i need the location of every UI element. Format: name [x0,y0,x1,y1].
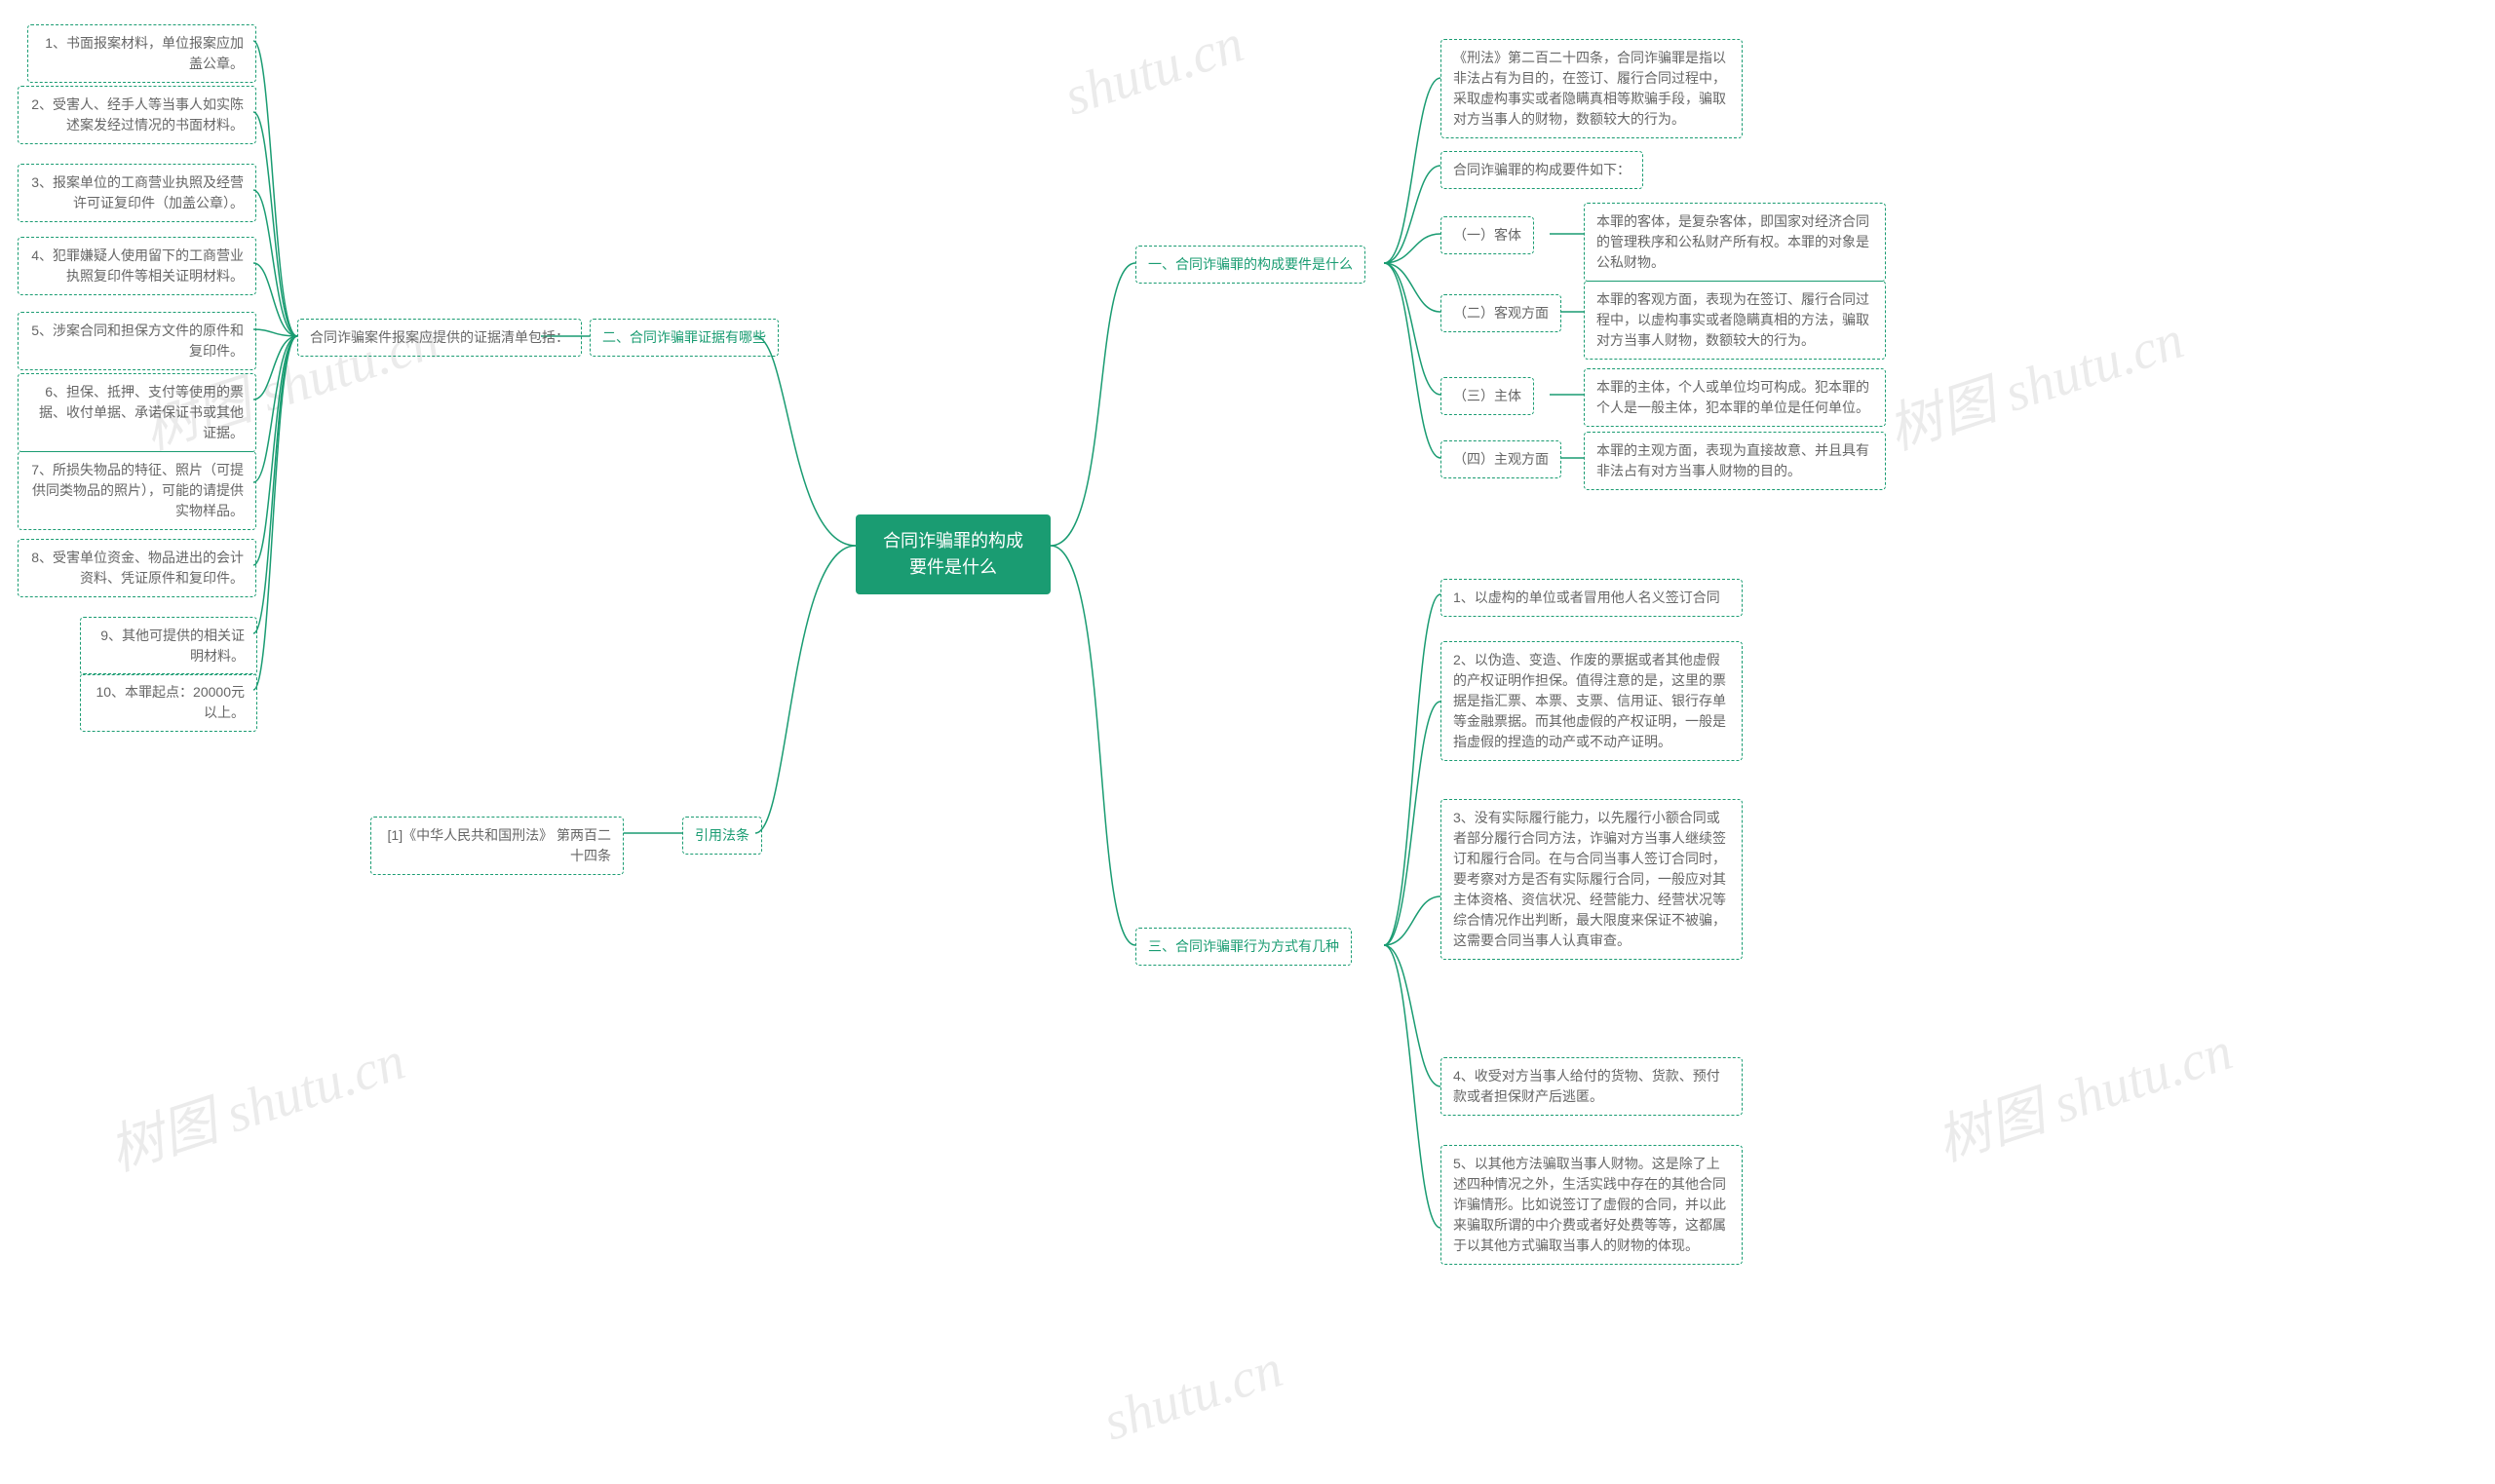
behavior-item-4-text: 4、收受对方当事人给付的货物、货款、预付款或者担保财产后逃匿。 [1453,1068,1720,1104]
watermark: 树图 shutu.cn [1876,295,2192,465]
constitution-item-5: 本罪的主体，个人或单位均可构成。犯本罪的个人是一般主体，犯本罪的单位是任何单位。 [1584,368,1886,427]
evidence-sub-text: 合同诈骗案件报案应提供的证据清单包括： [310,329,569,345]
evidence-item-1: 1、书面报案材料，单位报案应加盖公章。 [27,24,256,83]
constitution-item-5-label-text: （三）主体 [1453,388,1521,403]
behavior-item-5-text: 5、以其他方法骗取当事人财物。这是除了上述四种情况之外，生活实践中存在的其他合同… [1453,1156,1726,1253]
evidence-item-2: 2、受害人、经手人等当事人如实陈述案发经过情况的书面材料。 [18,86,256,144]
watermark: 树图 shutu.cn [1925,1007,2241,1176]
evidence-item-4: 4、犯罪嫌疑人使用留下的工商营业执照复印件等相关证明材料。 [18,237,256,295]
branch-evidence: 二、合同诈骗罪证据有哪些 [590,319,779,357]
constitution-item-3-label-text: （一）客体 [1453,227,1521,243]
behavior-item-2-text: 2、以伪造、变造、作废的票据或者其他虚假的产权证明作担保。值得注意的是，这里的票… [1453,652,1726,749]
constitution-item-6-label-text: （四）主观方面 [1453,451,1549,467]
evidence-item-2-text: 2、受害人、经手人等当事人如实陈述案发经过情况的书面材料。 [31,96,244,133]
constitution-item-5-text: 本罪的主体，个人或单位均可构成。犯本罪的个人是一般主体，犯本罪的单位是任何单位。 [1596,379,1869,415]
evidence-item-10: 10、本罪起点：20000元以上。 [80,673,257,732]
evidence-item-4-text: 4、犯罪嫌疑人使用留下的工商营业执照复印件等相关证明材料。 [31,247,244,284]
constitution-item-6-label: （四）主观方面 [1440,440,1561,478]
behavior-item-1-text: 1、以虚构的单位或者冒用他人名义签订合同 [1453,590,1720,605]
mindmap-connections [0,0,2495,1484]
evidence-item-7-text: 7、所损失物品的特征、照片（可提供同类物品的照片），可能的请提供实物样品。 [31,462,244,518]
evidence-item-1-text: 1、书面报案材料，单位报案应加盖公章。 [45,35,244,71]
behavior-item-4: 4、收受对方当事人给付的货物、货款、预付款或者担保财产后逃匿。 [1440,1057,1743,1116]
watermark: 树图 shutu.cn [97,1016,413,1186]
evidence-item-5-text: 5、涉案合同和担保方文件的原件和复印件。 [31,323,244,359]
constitution-item-2-text: 合同诈骗罪的构成要件如下： [1453,162,1631,177]
constitution-item-2: 合同诈骗罪的构成要件如下： [1440,151,1643,189]
behavior-item-3-text: 3、没有实际履行能力，以先履行小额合同或者部分履行合同方法，诈骗对方当事人继续签… [1453,810,1726,948]
evidence-sub: 合同诈骗案件报案应提供的证据清单包括： [297,319,582,357]
constitution-item-4-text: 本罪的客观方面，表现为在签订、履行合同过程中，以虚构事实或者隐瞒真相的方法，骗取… [1596,291,1869,348]
constitution-item-3: 本罪的客体，是复杂客体，即国家对经济合同的管理秩序和公私财产所有权。本罪的对象是… [1584,203,1886,282]
evidence-item-9-text: 9、其他可提供的相关证明材料。 [100,628,245,664]
evidence-item-6-text: 6、担保、抵押、支付等使用的票据、收付单据、承诺保证书或其他证据。 [39,384,244,440]
center-title: 合同诈骗罪的构成要件是什么 [883,531,1023,577]
behavior-item-1: 1、以虚构的单位或者冒用他人名义签订合同 [1440,579,1743,617]
constitution-item-4-label: （二）客观方面 [1440,294,1561,332]
watermark: shutu.cn [1096,1337,1290,1453]
center-topic: 合同诈骗罪的构成要件是什么 [856,514,1051,594]
behavior-item-5: 5、以其他方法骗取当事人财物。这是除了上述四种情况之外，生活实践中存在的其他合同… [1440,1145,1743,1265]
watermark: shutu.cn [1057,12,1251,128]
citation-item-1: [1]《中华人民共和国刑法》 第两百二十四条 [370,817,624,875]
evidence-item-6: 6、担保、抵押、支付等使用的票据、收付单据、承诺保证书或其他证据。 [18,373,256,452]
constitution-item-5-label: （三）主体 [1440,377,1534,415]
constitution-item-6-text: 本罪的主观方面，表现为直接故意、并且具有非法占有对方当事人财物的目的。 [1596,442,1869,478]
constitution-item-3-label: （一）客体 [1440,216,1534,254]
evidence-item-10-text: 10、本罪起点：20000元以上。 [96,684,245,720]
behavior-item-3: 3、没有实际履行能力，以先履行小额合同或者部分履行合同方法，诈骗对方当事人继续签… [1440,799,1743,960]
branch-constitution-label: 一、合同诈骗罪的构成要件是什么 [1148,256,1353,272]
evidence-item-8: 8、受害单位资金、物品进出的会计资料、凭证原件和复印件。 [18,539,256,597]
constitution-item-1-text: 《刑法》第二百二十四条，合同诈骗罪是指以非法占有为目的，在签订、履行合同过程中，… [1453,50,1726,127]
constitution-item-6: 本罪的主观方面，表现为直接故意、并且具有非法占有对方当事人财物的目的。 [1584,432,1886,490]
constitution-item-1: 《刑法》第二百二十四条，合同诈骗罪是指以非法占有为目的，在签订、履行合同过程中，… [1440,39,1743,138]
evidence-item-5: 5、涉案合同和担保方文件的原件和复印件。 [18,312,256,370]
branch-citation: 引用法条 [682,817,762,855]
constitution-item-4-label-text: （二）客观方面 [1453,305,1549,321]
branch-behavior-label: 三、合同诈骗罪行为方式有几种 [1148,938,1339,954]
branch-citation-label: 引用法条 [695,827,749,843]
constitution-item-4: 本罪的客观方面，表现为在签订、履行合同过程中，以虚构事实或者隐瞒真相的方法，骗取… [1584,281,1886,360]
evidence-item-9: 9、其他可提供的相关证明材料。 [80,617,257,675]
branch-behavior: 三、合同诈骗罪行为方式有几种 [1135,928,1352,966]
citation-item-1-text: [1]《中华人民共和国刑法》 第两百二十四条 [388,827,611,863]
branch-constitution: 一、合同诈骗罪的构成要件是什么 [1135,246,1365,284]
evidence-item-8-text: 8、受害单位资金、物品进出的会计资料、凭证原件和复印件。 [31,550,244,586]
evidence-item-7: 7、所损失物品的特征、照片（可提供同类物品的照片），可能的请提供实物样品。 [18,451,256,530]
constitution-item-3-text: 本罪的客体，是复杂客体，即国家对经济合同的管理秩序和公私财产所有权。本罪的对象是… [1596,213,1869,270]
branch-evidence-label: 二、合同诈骗罪证据有哪些 [602,329,766,345]
evidence-item-3: 3、报案单位的工商营业执照及经营许可证复印件（加盖公章）。 [18,164,256,222]
evidence-item-3-text: 3、报案单位的工商营业执照及经营许可证复印件（加盖公章）。 [31,174,244,210]
behavior-item-2: 2、以伪造、变造、作废的票据或者其他虚假的产权证明作担保。值得注意的是，这里的票… [1440,641,1743,761]
